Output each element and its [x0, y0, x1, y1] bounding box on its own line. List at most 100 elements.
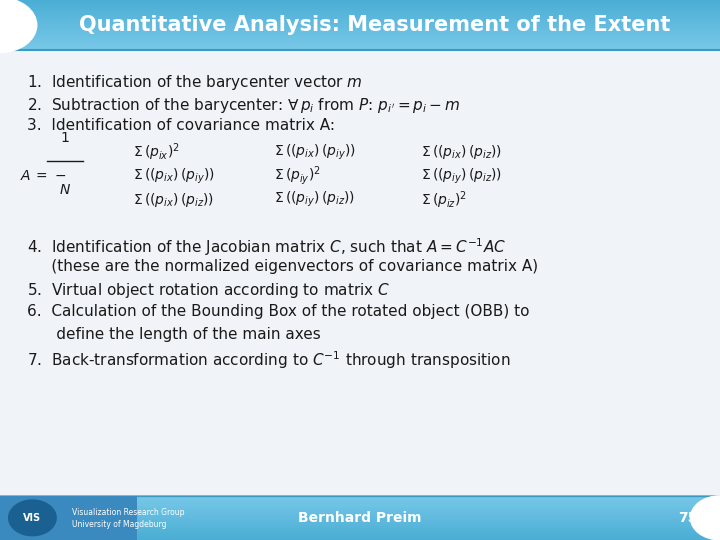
Bar: [0, 535, 720, 537]
Wedge shape: [690, 495, 720, 540]
Bar: [0, 30, 720, 32]
Bar: [0, 17, 720, 19]
Text: 75: 75: [678, 511, 697, 525]
Bar: [0, 14, 720, 16]
Bar: [0, 507, 720, 509]
Bar: [0, 43, 720, 45]
Bar: [0, 46, 720, 49]
Bar: [0, 519, 720, 521]
Text: $\Sigma\,((p_{iy})\,(p_{iz}))$: $\Sigma\,((p_{iy})\,(p_{iz}))$: [274, 190, 355, 210]
Bar: [0, 0, 720, 3]
Bar: [0, 505, 720, 508]
Text: Quantitative Analysis: Measurement of the Extent: Quantitative Analysis: Measurement of th…: [78, 15, 670, 35]
Bar: [0, 9, 720, 11]
Bar: [0, 21, 720, 23]
Bar: [0, 529, 720, 531]
Bar: [0, 501, 720, 503]
Bar: [0, 528, 720, 530]
Bar: [0, 5, 720, 8]
Text: $\Sigma\,(p_{ix})^2$: $\Sigma\,(p_{ix})^2$: [133, 141, 180, 163]
Bar: [0, 538, 720, 540]
Bar: [0, 502, 720, 504]
Bar: [0, 534, 720, 536]
Text: $A\,=\,-$: $A\,=\,-$: [20, 169, 67, 183]
Bar: [0, 15, 720, 18]
Bar: [0, 530, 720, 532]
Text: $\Sigma\,((p_{ix})\,(p_{iy}))$: $\Sigma\,((p_{ix})\,(p_{iy}))$: [274, 143, 356, 162]
Bar: [0, 10, 720, 12]
Text: $\Sigma\,((p_{ix})\,(p_{iz}))$: $\Sigma\,((p_{ix})\,(p_{iz}))$: [133, 191, 215, 209]
Bar: [0, 6, 720, 9]
Text: 1.  Identification of the barycenter vector $\mathit{m}$: 1. Identification of the barycenter vect…: [27, 73, 363, 92]
Text: $\Sigma\,(p_{iz})^2$: $\Sigma\,(p_{iz})^2$: [421, 189, 467, 211]
Text: 2.  Subtraction of the barycenter: $\forall\, p_i$ from $P$: $p_{i'} = p_i - m$: 2. Subtraction of the barycenter: $\fora…: [27, 96, 461, 114]
Bar: [0, 4, 720, 6]
Text: $\Sigma\,((p_{ix})\,(p_{iy}))$: $\Sigma\,((p_{ix})\,(p_{iy}))$: [133, 166, 215, 186]
Text: 6.  Calculation of the Bounding Box of the rotated object (OBB) to: 6. Calculation of the Bounding Box of th…: [27, 304, 530, 319]
Text: 5.  Virtual object rotation according to matrix $C$: 5. Virtual object rotation according to …: [27, 281, 390, 300]
Bar: [0, 26, 720, 29]
Bar: [0, 514, 720, 516]
Bar: [0, 38, 720, 40]
Text: VIS: VIS: [23, 513, 42, 523]
Bar: [0, 45, 720, 48]
Bar: [0, 495, 720, 497]
Bar: [0, 521, 720, 523]
Bar: [0, 18, 720, 20]
Bar: [0, 499, 720, 501]
Bar: [0, 19, 720, 22]
Bar: [0, 536, 720, 538]
Text: 3.  Identification of covariance matrix A:: 3. Identification of covariance matrix A…: [27, 118, 336, 133]
Bar: [0, 8, 720, 10]
Bar: [0, 44, 720, 46]
Text: $N$: $N$: [59, 183, 71, 197]
Circle shape: [9, 500, 56, 536]
Text: Visualization Research Group: Visualization Research Group: [72, 508, 184, 517]
Bar: [0, 537, 720, 539]
Bar: [0, 520, 720, 522]
Bar: [0, 40, 720, 43]
Bar: [0, 525, 720, 528]
Bar: [0, 517, 720, 519]
Bar: [0, 39, 720, 42]
Bar: [0, 48, 720, 50]
Bar: [0, 509, 720, 511]
Bar: [0, 497, 720, 499]
Bar: [0, 515, 720, 517]
Text: University of Magdeburg: University of Magdeburg: [72, 520, 166, 529]
Bar: [0, 523, 720, 525]
Text: $1$: $1$: [60, 131, 70, 145]
Bar: [0, 3, 720, 5]
Bar: [0, 498, 720, 500]
Text: (these are the normalized eigenvectors of covariance matrix A): (these are the normalized eigenvectors o…: [27, 259, 539, 274]
Bar: [0, 524, 720, 526]
Bar: [0, 24, 720, 26]
Bar: [0, 531, 720, 534]
Bar: [0, 508, 720, 510]
Bar: [0, 496, 720, 498]
Bar: [0, 25, 720, 28]
Bar: [0, 28, 720, 30]
Bar: [0, 23, 720, 25]
Bar: [0, 22, 720, 24]
Text: 4.  Identification of the Jacobian matrix $C$, such that $A = C^{-1}AC$: 4. Identification of the Jacobian matrix…: [27, 236, 507, 258]
Bar: [0, 0, 720, 1]
Bar: [0, 510, 720, 512]
Text: 7.  Back-transformation according to $C^{-1}$ through transposition: 7. Back-transformation according to $C^{…: [27, 349, 510, 371]
Text: define the length of the main axes: define the length of the main axes: [27, 327, 321, 342]
Bar: [0, 522, 720, 524]
Bar: [0, 37, 720, 39]
Bar: [0, 42, 720, 44]
Text: $\Sigma\,((p_{ix})\,(p_{iz}))$: $\Sigma\,((p_{ix})\,(p_{iz}))$: [421, 143, 503, 161]
Wedge shape: [0, 0, 37, 53]
Bar: [0, 11, 720, 14]
Bar: [0, 34, 720, 36]
Bar: [0, 496, 137, 540]
Bar: [0, 518, 720, 520]
Bar: [0, 532, 720, 535]
Bar: [0, 503, 720, 505]
Bar: [0, 504, 720, 507]
Bar: [0, 512, 720, 515]
Text: $\Sigma\,(p_{iy})^2$: $\Sigma\,(p_{iy})^2$: [274, 165, 320, 187]
Bar: [0, 2, 720, 4]
